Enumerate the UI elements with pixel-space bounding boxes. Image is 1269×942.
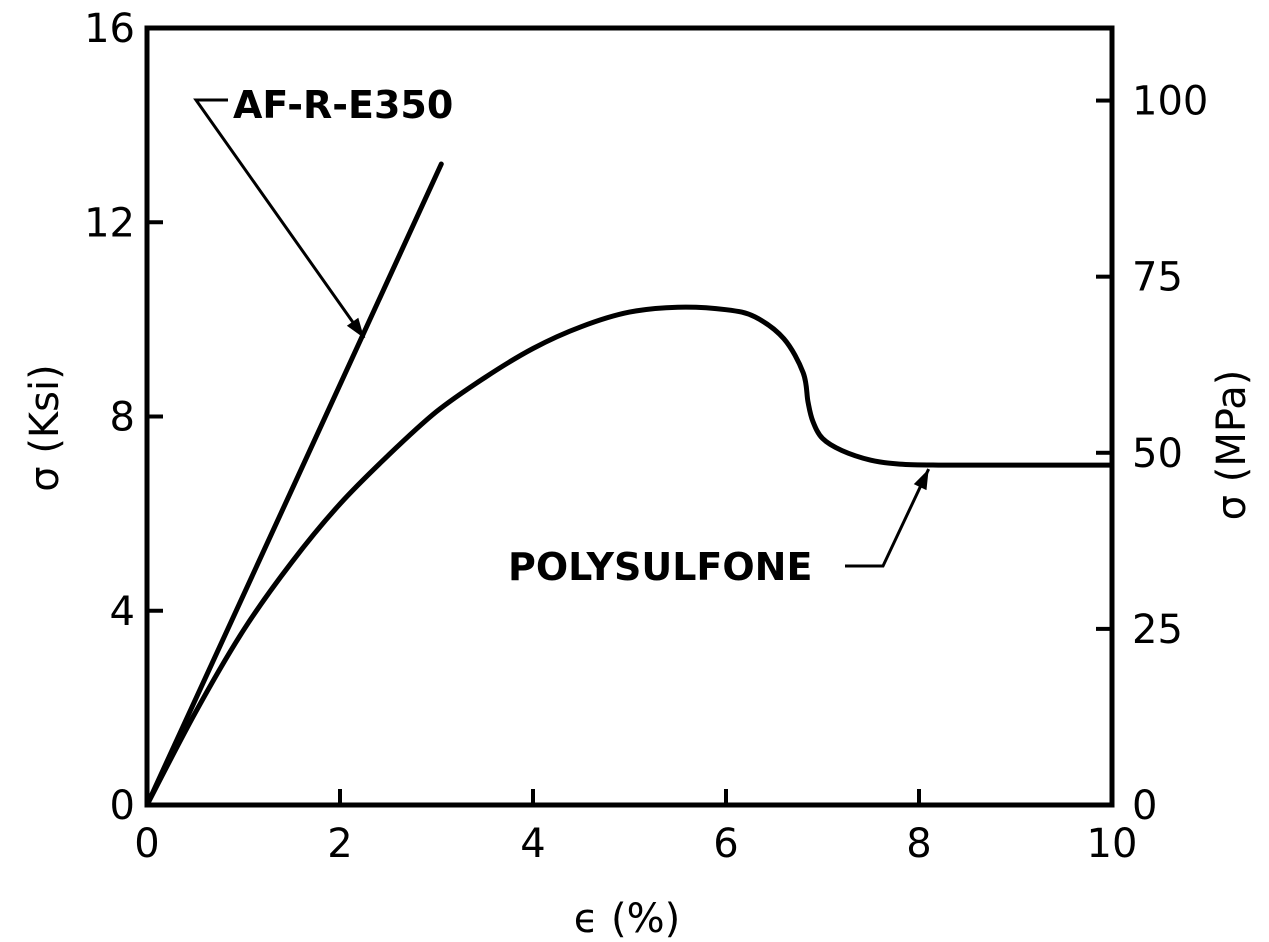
y-tick-label-left: 8 — [110, 395, 135, 441]
annotation-arrowhead-polysulfone — [913, 469, 929, 491]
x-tick-label: 6 — [713, 821, 738, 867]
annotation-leader-af-r-e350 — [193, 98, 366, 339]
y-tick-label-left: 12 — [84, 200, 135, 246]
y-tick-label-left: 0 — [110, 783, 135, 829]
x-tick-label: 8 — [906, 821, 931, 867]
y-tick-label-right: 50 — [1132, 431, 1183, 477]
x-tick-label: 0 — [134, 821, 159, 867]
y-tick-label-right: 25 — [1132, 607, 1183, 653]
y-tick-label-right: 75 — [1132, 255, 1183, 301]
series-line-af-r-e350 — [144, 161, 444, 808]
y-tick-label-left: 4 — [110, 589, 135, 635]
x-tick-label: 10 — [1087, 821, 1138, 867]
annotation-arrowhead-af-r-e350 — [346, 317, 365, 339]
y-axis-label-right: σ (MPa) — [1209, 370, 1255, 521]
x-tick-label: 2 — [327, 821, 352, 867]
plot-frame — [144, 25, 1115, 808]
x-tick-label: 4 — [520, 821, 545, 867]
annotation-leader-polysulfone — [845, 468, 931, 568]
series-line-polysulfone — [144, 304, 1115, 808]
y-tick-label-right: 0 — [1132, 783, 1157, 829]
annotation-polysulfone: POLYSULFONE — [508, 545, 812, 589]
y-axis-label-left: σ (Ksi) — [22, 364, 68, 491]
annotation-af-r-e350: AF-R-E350 — [233, 83, 453, 127]
y-tick-label-left: 16 — [84, 6, 135, 52]
x-axis-label: ϵ (%) — [574, 896, 681, 942]
y-tick-label-right: 100 — [1132, 79, 1208, 125]
